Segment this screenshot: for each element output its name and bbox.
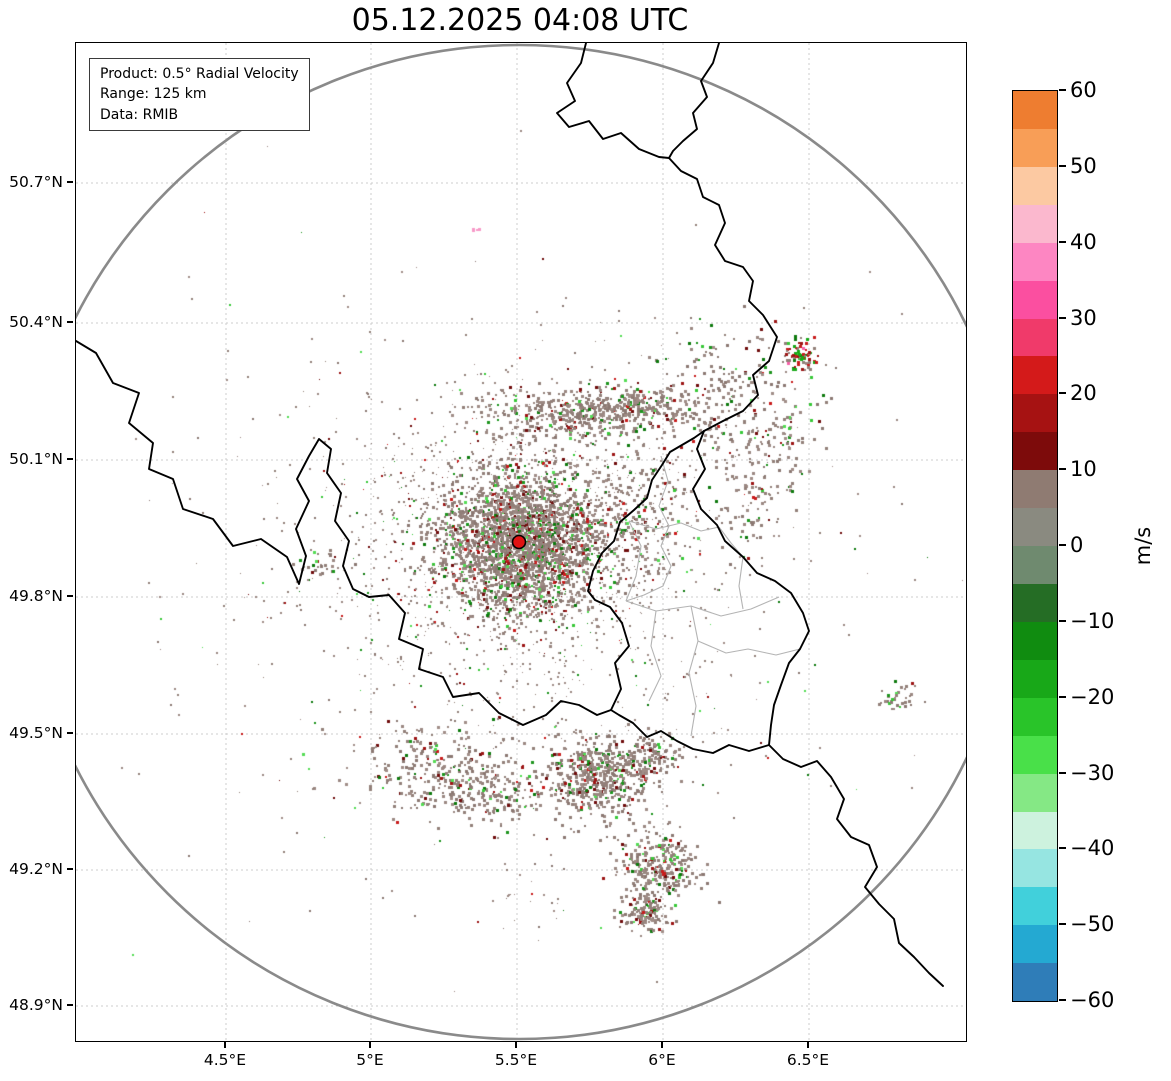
colorbar-segment bbox=[1013, 697, 1057, 736]
colorbar-tick bbox=[1059, 923, 1066, 926]
colorbar-segment bbox=[1013, 242, 1057, 281]
colorbar-segment bbox=[1013, 546, 1057, 584]
y-tick bbox=[67, 595, 73, 597]
y-tick-label: 50.4°N bbox=[9, 313, 63, 331]
y-tick bbox=[67, 321, 73, 323]
info-source-line: Data: RMIB bbox=[100, 106, 179, 123]
colorbar-tick bbox=[1059, 316, 1066, 319]
colorbar-segment bbox=[1013, 91, 1057, 129]
product-info-box: Product: 0.5° Radial Velocity Range: 125… bbox=[89, 58, 310, 131]
colorbar-segment bbox=[1013, 925, 1057, 964]
x-tick-label: 6.5°E bbox=[786, 1051, 830, 1069]
colorbar-segment bbox=[1013, 356, 1057, 395]
colorbar-segment bbox=[1013, 849, 1057, 888]
colorbar-tick-label: −10 bbox=[1070, 608, 1115, 633]
y-tick-label: 50.1°N bbox=[9, 450, 63, 468]
info-product-line: Product: 0.5° Radial Velocity bbox=[100, 66, 299, 82]
colorbar-segment bbox=[1013, 659, 1057, 698]
colorbar-segment bbox=[1013, 887, 1057, 926]
colorbar-tick bbox=[1059, 164, 1066, 167]
map-borders-layer bbox=[76, 43, 966, 1041]
colorbar-tick bbox=[1059, 89, 1066, 91]
y-tick bbox=[67, 458, 73, 460]
colorbar-segment bbox=[1013, 508, 1057, 547]
colorbar-tick bbox=[1059, 544, 1066, 546]
colorbar-tick-label: 40 bbox=[1070, 229, 1097, 254]
colorbar-tick-label: 20 bbox=[1070, 381, 1097, 406]
colorbar-tick-label: 0 bbox=[1070, 533, 1084, 557]
map-plot: Product: 0.5° Radial Velocity Range: 125… bbox=[75, 42, 967, 1042]
x-tick-label: 4.5°E bbox=[203, 1051, 247, 1069]
colorbar-tick bbox=[1059, 695, 1066, 698]
colorbar-tick bbox=[1059, 240, 1066, 243]
colorbar-segment bbox=[1013, 128, 1057, 167]
x-tick-label: 5°E bbox=[356, 1051, 384, 1069]
colorbar-tick-label: −20 bbox=[1070, 684, 1115, 709]
y-tick bbox=[67, 868, 73, 870]
colorbar-tick bbox=[1059, 392, 1066, 395]
x-tick-label: 5.5°E bbox=[494, 1051, 538, 1069]
colorbar-tick-label: 30 bbox=[1070, 305, 1097, 330]
colorbar-tick bbox=[1059, 999, 1066, 1001]
colorbar bbox=[1012, 90, 1058, 1002]
colorbar-tick-label: −30 bbox=[1070, 760, 1115, 785]
colorbar-segment bbox=[1013, 280, 1057, 319]
x-tick bbox=[224, 1042, 226, 1048]
colorbar-tick-label: −40 bbox=[1070, 836, 1115, 861]
x-tick-label: 6°E bbox=[648, 1051, 676, 1069]
colorbar-unit-label: m/s bbox=[1131, 526, 1155, 566]
colorbar-segment bbox=[1013, 621, 1057, 660]
radar-site-marker bbox=[511, 534, 527, 550]
colorbar-tick bbox=[1059, 619, 1066, 622]
colorbar-tick-label: −60 bbox=[1070, 988, 1115, 1012]
x-tick bbox=[807, 1042, 809, 1048]
colorbar-segment bbox=[1013, 432, 1057, 471]
y-tick bbox=[67, 1004, 73, 1006]
y-tick bbox=[67, 732, 73, 734]
y-tick-label: 48.9°N bbox=[9, 996, 63, 1014]
colorbar-segment bbox=[1013, 394, 1057, 433]
y-tick-label: 50.7°N bbox=[9, 173, 63, 191]
colorbar-segment bbox=[1013, 735, 1057, 774]
colorbar-tick-label: −50 bbox=[1070, 912, 1115, 937]
colorbar-tick bbox=[1059, 847, 1066, 850]
figure-title: 05.12.2025 04:08 UTC bbox=[351, 3, 689, 38]
y-tick-label: 49.8°N bbox=[9, 587, 63, 605]
colorbar-segment bbox=[1013, 318, 1057, 357]
y-tick bbox=[67, 181, 73, 183]
colorbar-tick bbox=[1059, 771, 1066, 774]
x-tick bbox=[369, 1042, 371, 1048]
y-tick-label: 49.2°N bbox=[9, 860, 63, 878]
y-tick-label: 49.5°N bbox=[9, 724, 63, 742]
colorbar-segment bbox=[1013, 811, 1057, 850]
colorbar-tick-label: 50 bbox=[1070, 153, 1097, 178]
colorbar-segment bbox=[1013, 166, 1057, 205]
colorbar-segment bbox=[1013, 773, 1057, 812]
colorbar-tick-label: 10 bbox=[1070, 457, 1097, 482]
colorbar-tick-label: 60 bbox=[1070, 78, 1097, 102]
info-range-line: Range: 125 km bbox=[100, 86, 207, 103]
colorbar-segment bbox=[1013, 470, 1057, 509]
colorbar-segment bbox=[1013, 583, 1057, 622]
colorbar-segment bbox=[1013, 963, 1057, 1002]
colorbar-tick bbox=[1059, 468, 1066, 471]
colorbar-segment bbox=[1013, 204, 1057, 243]
x-tick bbox=[661, 1042, 663, 1048]
x-tick bbox=[515, 1042, 517, 1048]
